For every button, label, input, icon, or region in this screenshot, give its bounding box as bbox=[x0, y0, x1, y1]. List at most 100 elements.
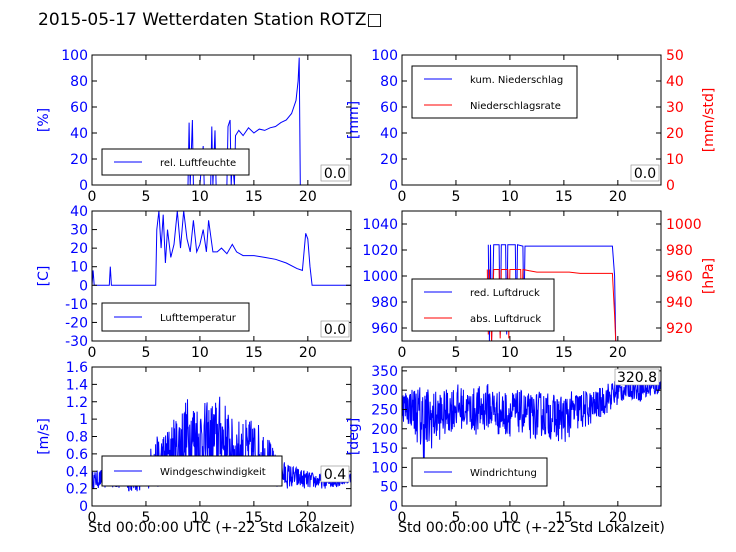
x-tick-label: 0 bbox=[398, 510, 407, 526]
x-tick-label: 0 bbox=[398, 345, 407, 361]
y-tick-label: 1020 bbox=[362, 243, 398, 259]
x-tick-label: 15 bbox=[555, 510, 573, 526]
y-tick-label: 0 bbox=[79, 178, 88, 194]
chart-temperature: 0 5 10 15 20 -30 -20 -10 0 10 20 30 40 [C] Lufttempera… bbox=[36, 204, 352, 361]
x-tick-label: 0 bbox=[88, 510, 97, 526]
x-tick-label: 0 bbox=[398, 189, 407, 205]
y-tick-label: 100 bbox=[61, 48, 88, 64]
y-tick-label: 1.4 bbox=[66, 377, 88, 393]
y-tick-label: 100 bbox=[371, 460, 398, 476]
current-value-box bbox=[320, 465, 350, 483]
y-tick-label: 300 bbox=[371, 383, 398, 399]
current-value-text: 320.8 bbox=[617, 370, 657, 386]
y-tick-label: 0.2 bbox=[66, 482, 88, 498]
y-tick-label: 40 bbox=[70, 204, 88, 220]
y-axis-label: [%] bbox=[36, 108, 52, 132]
axes-frame bbox=[91, 54, 352, 186]
y-tick-label: 100 bbox=[371, 48, 398, 64]
y-tick-label: 0.4 bbox=[66, 464, 88, 480]
y2-tick-label: 960 bbox=[666, 269, 693, 285]
y2-tick-label: 920 bbox=[666, 321, 693, 337]
y-tick-label: 0 bbox=[389, 178, 398, 194]
x-tick-label: 20 bbox=[609, 345, 627, 361]
current-value-text: 0.4 bbox=[324, 467, 346, 483]
x-tick-label: 15 bbox=[245, 345, 263, 361]
y2-tick-label: 30 bbox=[666, 100, 684, 116]
legend-label: Windrichtung bbox=[470, 468, 537, 479]
x-tick-label: 15 bbox=[245, 189, 263, 205]
x-tick-label: 20 bbox=[299, 510, 317, 526]
y-tick-label: -10 bbox=[65, 297, 88, 313]
series-line-lufttemperatur bbox=[92, 211, 351, 286]
x-tick-label: 5 bbox=[451, 510, 460, 526]
y-tick-label: 1000 bbox=[362, 269, 398, 285]
axes-frame bbox=[401, 54, 662, 186]
y-tick-label: 0 bbox=[79, 278, 88, 294]
current-value: 0.0 bbox=[630, 164, 660, 182]
current-value-box bbox=[320, 320, 350, 338]
current-value: 0.0 bbox=[320, 164, 350, 182]
x-axis-label: Std 00:00:00 UTC (+-22 Std Lokalzeit) bbox=[398, 520, 665, 536]
x-tick-label: 15 bbox=[245, 510, 263, 526]
x-tick-label: 20 bbox=[299, 345, 317, 361]
chart-precipitation: 0 5 10 15 20 0 20 40 60 80 100 0 10 20 30 40 50 [mm] [mm/s… bbox=[346, 48, 717, 205]
current-value-box bbox=[614, 368, 660, 386]
chart-humidity: 0 5 10 15 20 0 20 40 60 80 100 [%] rel. Luftfeuchte 0… bbox=[36, 48, 352, 205]
x-tick-label: 5 bbox=[141, 345, 150, 361]
y-tick-label: 960 bbox=[371, 321, 398, 337]
x-tick-label: 15 bbox=[555, 189, 573, 205]
y-tick-label: 250 bbox=[371, 402, 398, 418]
y-tick-label: 50 bbox=[380, 480, 398, 496]
x-tick-label: 0 bbox=[88, 189, 97, 205]
legend: Windgeschwindigkeit bbox=[101, 455, 283, 487]
y-tick-label: 10 bbox=[70, 260, 88, 276]
x-tick-label: 0 bbox=[88, 345, 97, 361]
y2-axis-label: [mm/std] bbox=[701, 88, 717, 153]
legend-label: rel. Luftfeuchte bbox=[160, 158, 236, 169]
x-tick-label: 20 bbox=[609, 510, 627, 526]
y-tick-label: 1 bbox=[79, 412, 88, 428]
series-line-windrichtung bbox=[402, 378, 661, 463]
y-tick-label: 80 bbox=[380, 74, 398, 90]
y-tick-label: 60 bbox=[380, 100, 398, 116]
y-tick-label: 60 bbox=[70, 100, 88, 116]
y2-tick-label: 0 bbox=[666, 178, 675, 194]
legend-box bbox=[411, 278, 555, 332]
chart-pressure: 0 5 10 15 20 960 980 1000 1020 1040 920 940 960 980 10… bbox=[362, 210, 717, 361]
y-tick-label: 30 bbox=[70, 223, 88, 239]
y-tick-label: 0.6 bbox=[66, 447, 88, 463]
y-tick-label: 40 bbox=[380, 126, 398, 142]
current-value-box bbox=[320, 164, 350, 182]
x-tick-label: 10 bbox=[191, 189, 209, 205]
y2-tick-label: 40 bbox=[666, 74, 684, 90]
y-tick-label: 20 bbox=[70, 241, 88, 257]
axes-frame bbox=[91, 210, 352, 342]
y2-axis-label: [hPa] bbox=[701, 258, 717, 294]
legend: Windrichtung bbox=[411, 457, 548, 487]
y-tick-label: 150 bbox=[371, 441, 398, 457]
x-tick-label: 10 bbox=[501, 510, 519, 526]
legend-box bbox=[411, 65, 578, 119]
current-value-text: 0.0 bbox=[324, 322, 346, 338]
y2-tick-label: 940 bbox=[666, 295, 693, 311]
current-value-text: 0.0 bbox=[634, 166, 656, 182]
chart-wind-speed: 0 5 10 15 2000.20.40.60.811.21.41.6[m/s]Std … bbox=[36, 360, 355, 536]
y-axis-label: [m/s] bbox=[36, 418, 52, 455]
y-tick-label: 40 bbox=[70, 126, 88, 142]
y-axis-label: [deg] bbox=[346, 418, 362, 455]
x-tick-label: 20 bbox=[609, 189, 627, 205]
y-tick-label: 1.6 bbox=[66, 360, 88, 376]
x-tick-label: 10 bbox=[501, 345, 519, 361]
y-tick-label: 200 bbox=[371, 422, 398, 438]
y2-tick-label: 10 bbox=[666, 152, 684, 168]
series-line-red-luftdruck bbox=[487, 244, 617, 341]
x-tick-label: 5 bbox=[451, 189, 460, 205]
x-axis-label: Std 00:00:00 UTC (+-22 Std Lokalzeit) bbox=[88, 520, 355, 536]
x-tick-label: 15 bbox=[555, 345, 573, 361]
legend-label: Lufttemperatur bbox=[160, 313, 237, 324]
y-tick-label: 350 bbox=[371, 364, 398, 380]
legend-label: Windgeschwindigkeit bbox=[160, 467, 266, 478]
legend-label: kum. Niederschlag bbox=[470, 75, 563, 86]
current-value: 0.4 bbox=[320, 465, 350, 483]
x-tick-label: 5 bbox=[141, 510, 150, 526]
